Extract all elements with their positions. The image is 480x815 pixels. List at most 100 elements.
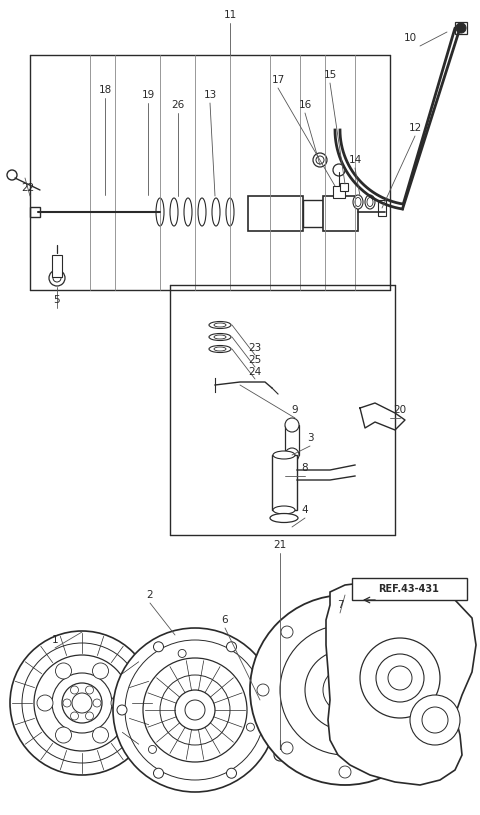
Text: 3: 3 [307,433,313,443]
Text: REF.43-431: REF.43-431 [379,584,439,594]
Circle shape [154,641,164,652]
Circle shape [376,654,424,702]
Ellipse shape [270,513,298,522]
Text: 25: 25 [248,355,262,365]
Circle shape [34,655,130,751]
Text: 19: 19 [142,90,155,100]
Ellipse shape [214,323,226,327]
Text: 10: 10 [403,33,417,43]
Circle shape [339,602,351,614]
Ellipse shape [214,347,226,351]
Bar [340,183,348,191]
Ellipse shape [365,195,375,209]
Text: 13: 13 [204,90,216,100]
Circle shape [313,153,327,167]
Ellipse shape [209,321,231,328]
Polygon shape [326,582,476,785]
Text: 17: 17 [271,75,285,85]
Ellipse shape [209,333,231,341]
Circle shape [280,625,410,755]
Circle shape [227,641,237,652]
Circle shape [154,769,164,778]
Circle shape [56,727,72,743]
Text: 22: 22 [22,183,35,193]
Text: 12: 12 [408,123,421,133]
Circle shape [333,164,345,176]
Bar [323,196,358,231]
Circle shape [85,712,94,720]
Text: 16: 16 [299,100,312,110]
Circle shape [62,683,102,723]
Circle shape [257,684,269,696]
Circle shape [49,270,65,286]
Circle shape [10,631,154,775]
Bar [378,200,386,216]
Circle shape [160,675,230,745]
Text: 26: 26 [171,100,185,110]
Circle shape [143,658,247,762]
Circle shape [274,749,286,761]
Circle shape [250,595,440,785]
Ellipse shape [255,695,311,711]
Bar [333,186,345,198]
Circle shape [323,668,367,712]
Text: 7: 7 [336,600,343,610]
Circle shape [63,699,71,707]
Circle shape [53,274,61,282]
Text: 15: 15 [324,70,336,80]
Bar [285,425,299,455]
Circle shape [227,769,237,778]
Text: 9: 9 [292,405,298,415]
Text: 5: 5 [54,295,60,305]
Bar [30,207,40,217]
Bar [248,196,303,231]
Circle shape [397,626,409,638]
Circle shape [285,448,299,462]
Circle shape [410,695,460,745]
Circle shape [281,742,293,754]
Text: 1: 1 [52,635,58,645]
Circle shape [285,418,299,432]
Circle shape [246,723,254,731]
Ellipse shape [353,195,363,209]
Text: 14: 14 [348,155,361,165]
Text: 11: 11 [223,10,237,20]
Circle shape [93,663,108,679]
Circle shape [263,705,273,715]
Text: 6: 6 [222,615,228,625]
Text: 20: 20 [394,405,407,415]
Bar [352,578,467,600]
Circle shape [397,742,409,754]
Circle shape [37,695,53,711]
Circle shape [360,638,440,718]
Bar [52,255,62,277]
Circle shape [178,650,186,658]
Bar [272,455,297,510]
Circle shape [339,766,351,778]
Circle shape [421,684,433,696]
Ellipse shape [273,451,295,459]
Circle shape [71,712,79,720]
Circle shape [93,727,108,743]
Circle shape [275,695,291,711]
Text: 8: 8 [302,463,308,473]
Circle shape [71,686,79,694]
Circle shape [265,685,301,721]
Circle shape [125,640,265,780]
Circle shape [148,746,156,753]
Text: 4: 4 [302,505,308,515]
Circle shape [117,705,127,715]
Text: 23: 23 [248,343,262,353]
Bar [303,200,323,227]
Bar [455,22,467,34]
Circle shape [456,23,466,33]
Circle shape [111,695,127,711]
Text: 21: 21 [274,540,287,550]
Circle shape [85,686,94,694]
Ellipse shape [214,335,226,339]
Circle shape [113,628,277,792]
Circle shape [56,663,72,679]
Ellipse shape [273,506,295,514]
Circle shape [305,650,385,730]
Circle shape [281,626,293,638]
